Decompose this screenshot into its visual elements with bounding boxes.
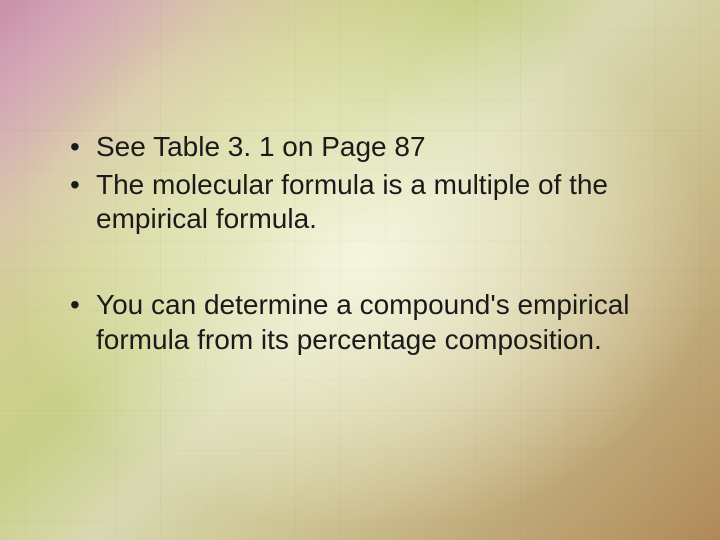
slide: See Table 3. 1 on Page 87 The molecular … [0,0,720,540]
bullet-item: See Table 3. 1 on Page 87 [60,130,660,164]
bullet-list: See Table 3. 1 on Page 87 The molecular … [60,130,660,357]
bullet-gap [60,240,660,288]
bullet-text: See Table 3. 1 on Page 87 [96,131,426,162]
slide-content: See Table 3. 1 on Page 87 The molecular … [60,130,660,361]
bullet-text: You can determine a compound's empirical… [96,289,630,354]
bullet-item: You can determine a compound's empirical… [60,288,660,356]
bullet-text: The molecular formula is a multiple of t… [96,169,608,234]
bullet-item: The molecular formula is a multiple of t… [60,168,660,236]
